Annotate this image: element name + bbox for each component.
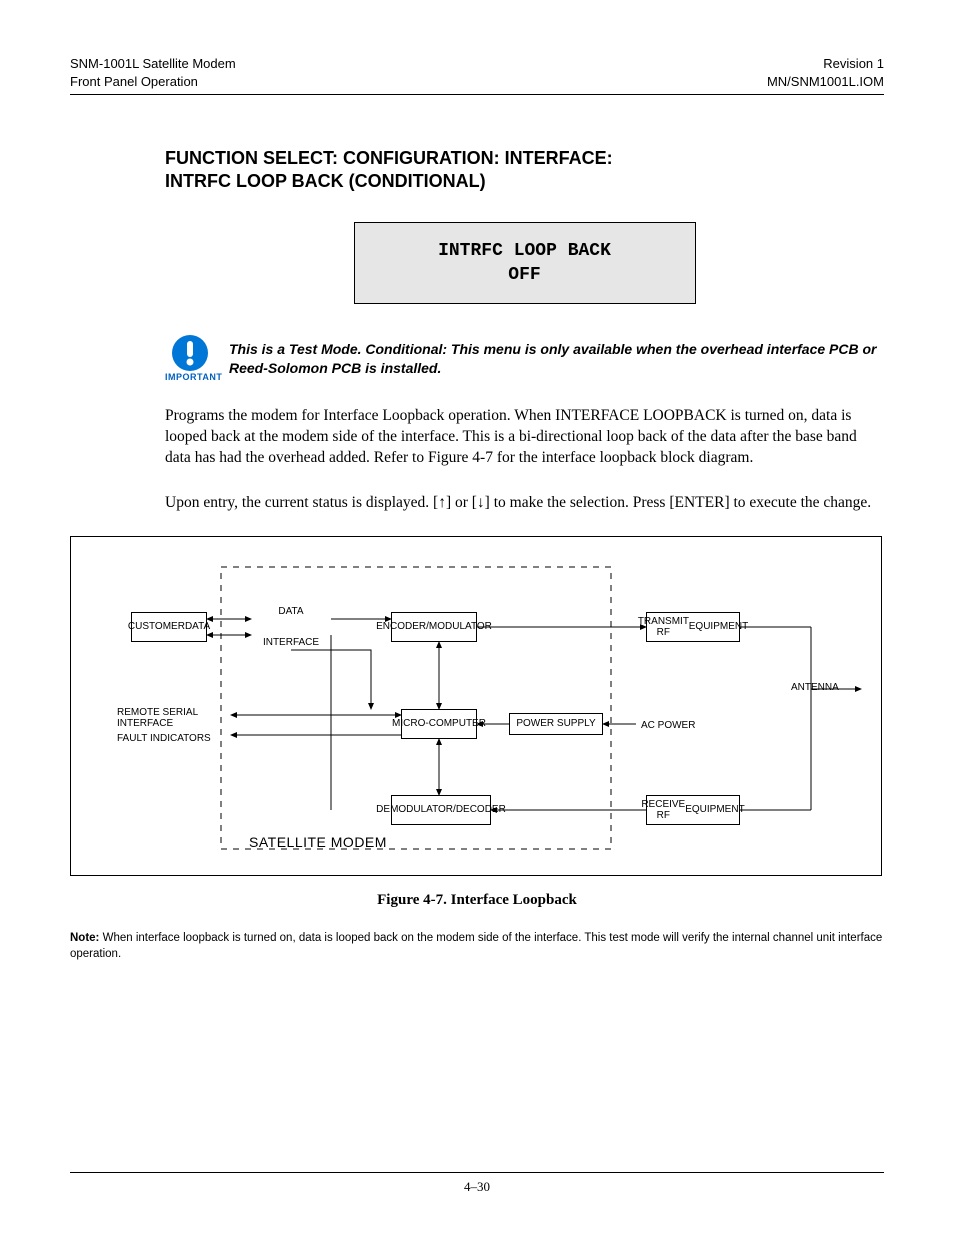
diagram-node-tx: TRANSMIT RFEQUIPMENT [646,612,740,642]
diagram-label: REMOTE SERIALINTERFACE [117,707,198,729]
diagram-node-iface: DATAINTERFACE [251,604,331,650]
page-number: 4–30 [70,1179,884,1195]
diagram-label: AC POWER [641,720,695,731]
diagram-node-psu: POWER SUPPLY [509,713,603,735]
lcd-l2: OFF [365,263,685,287]
diagram-node-rx: RECEIVE RFEQUIPMENT [646,795,740,825]
hdr-left1: SNM-1001L Satellite Modem [70,55,236,73]
important-text: This is a Test Mode. Conditional: This m… [229,340,884,378]
diagram-node-cust: CUSTOMERDATA [131,612,207,642]
important-icon [171,334,209,372]
diagram-node-demod: DEMODULATOR/DECODER [391,795,491,825]
diagram-label: FAULT INDICATORS [117,733,211,744]
page-header: SNM-1001L Satellite Modem Revision 1 Fro… [70,55,884,95]
hdr-left2: Front Panel Operation [70,73,198,91]
diagram-node-micro: MICRO-COMPUTER [401,709,477,739]
hdr-right1: Revision 1 [823,55,884,73]
figure-caption: Figure 4-7. Interface Loopback [70,892,884,909]
title-l1: FUNCTION SELECT: CONFIGURATION: INTERFAC… [165,147,884,170]
lcd-l1: INTRFC LOOP BACK [365,239,685,263]
note-text: When interface loopback is turned on, da… [70,932,882,960]
para1: Programs the modem for Interface Loopbac… [165,406,884,469]
diagram-label: SATELLITE MODEM [249,835,387,850]
hdr-right2: MN/SNM1001L.IOM [767,73,884,91]
important-caption: IMPORTANT [165,372,215,382]
diagram-label: ANTENNA [791,682,839,693]
diagram-node-enc: ENCODER/MODULATOR [391,612,477,642]
page-footer: 4–30 [70,1172,884,1195]
section-title: FUNCTION SELECT: CONFIGURATION: INTERFAC… [165,147,884,194]
important-callout: IMPORTANT This is a Test Mode. Condition… [165,334,884,382]
note-label: Note: [70,932,99,944]
para2: Upon entry, the current status is displa… [165,493,884,514]
lcd-panel: INTRFC LOOP BACK OFF [354,222,696,305]
note: Note: When interface loopback is turned … [70,931,884,962]
block-diagram: CUSTOMERDATA DATAINTERFACE ENCODER/MODULAT… [70,536,882,876]
title-l2: INTRFC LOOP BACK (CONDITIONAL) [165,170,884,193]
